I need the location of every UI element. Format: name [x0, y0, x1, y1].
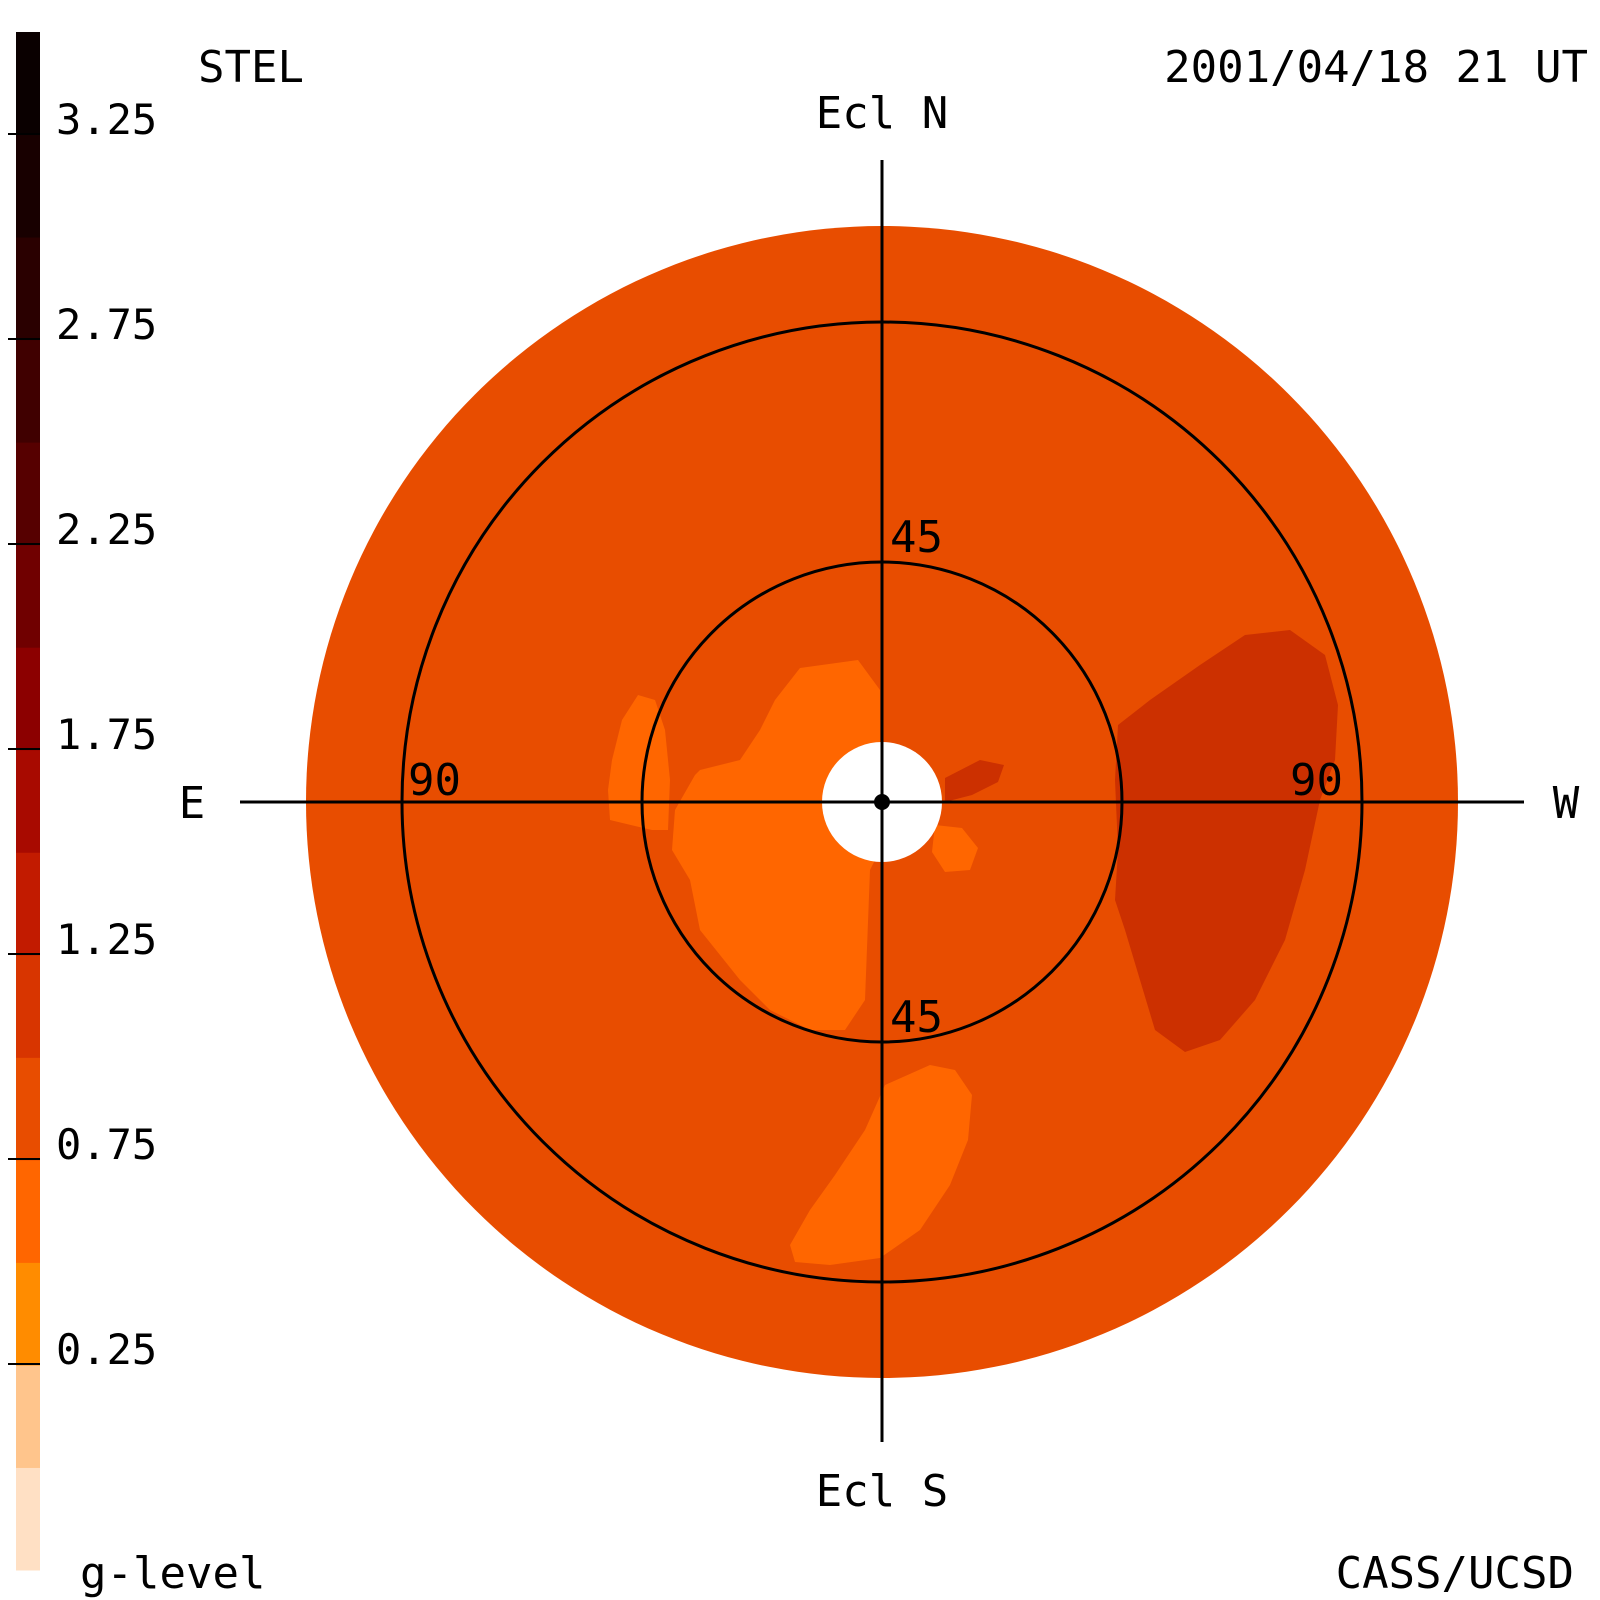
colorbar-tick-label: 1.75 [56, 710, 157, 759]
colorbar-tick-label: 0.25 [56, 1325, 157, 1374]
quantity-label: g-level [80, 1548, 265, 1599]
sun-center-dot [874, 794, 890, 810]
colorbar-swatch [16, 954, 40, 1058]
colorbar: 3.25 2.75 2.25 1.75 1.25 0.75 0.25 [8, 32, 157, 1571]
colorbar-tick-label: 0.75 [56, 1120, 157, 1169]
colorbar-swatch [16, 237, 40, 341]
direction-west-label: W [1553, 778, 1580, 829]
high-level-patch-west [1115, 630, 1338, 1052]
colorbar-swatch [16, 339, 40, 443]
credit-label: CASS/UCSD [1336, 1548, 1574, 1599]
colorbar-swatch [16, 134, 40, 238]
timestamp-label: 2001/04/18 21 UT [1164, 42, 1588, 93]
direction-south-label: Ecl S [816, 1466, 948, 1517]
colorbar-swatch [16, 749, 40, 853]
colorbar-tick-label: 3.25 [56, 95, 157, 144]
high-level-patch-sun-right [945, 760, 1004, 802]
direction-north-label: Ecl N [816, 88, 948, 139]
colorbar-swatch [16, 1262, 40, 1366]
ring-label-90-left: 90 [408, 755, 461, 806]
colorbar-swatch [16, 1364, 40, 1468]
ring-label-45-top: 45 [890, 512, 943, 563]
low-level-patch-sun-right [932, 825, 978, 872]
ring-label-45-bottom: 45 [890, 992, 943, 1043]
instrument-label: STEL [198, 42, 304, 93]
colorbar-swatch [16, 544, 40, 648]
colorbar-swatch [16, 852, 40, 956]
colorbar-tick-label: 2.75 [56, 300, 157, 349]
ring-label-90-right: 90 [1290, 755, 1343, 806]
colorbar-tick-labels: 3.25 2.75 2.25 1.75 1.25 0.75 0.25 [8, 95, 157, 1374]
colorbar-swatch [16, 32, 40, 136]
colorbar-swatch [16, 647, 40, 751]
colorbar-swatches [16, 32, 40, 1571]
colorbar-swatch [16, 442, 40, 546]
low-level-patch-center [672, 660, 880, 1030]
colorbar-tick-label: 2.25 [56, 505, 157, 554]
colorbar-tick-label: 1.25 [56, 915, 157, 964]
colorbar-swatch [16, 1467, 40, 1571]
direction-east-label: E [179, 778, 206, 829]
colorbar-swatch [16, 1159, 40, 1263]
colorbar-swatch [16, 1057, 40, 1161]
